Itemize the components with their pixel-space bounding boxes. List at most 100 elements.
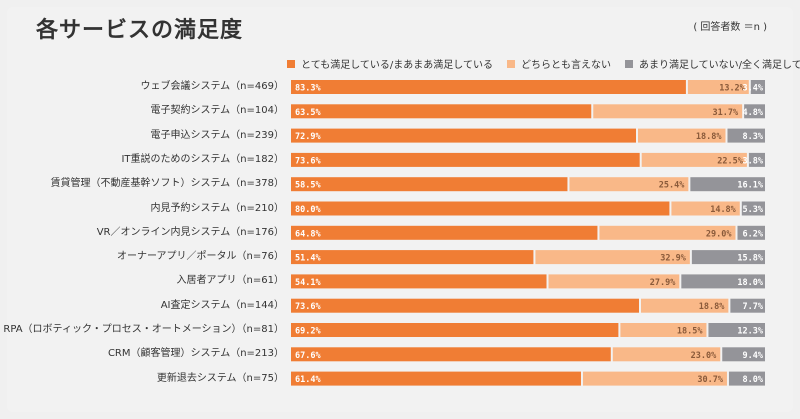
data-label-neutral: 18.5%: [677, 327, 703, 337]
bar-segment-satisfied: [291, 347, 611, 362]
legend-item-unsatisfied: あまり満足していない/全く満足していない: [624, 56, 800, 71]
data-label-satisfied: 72.9%: [295, 132, 321, 142]
bar-segment-unsatisfied: [750, 80, 765, 94]
category-label: オーナーアプリ／ポータル（n=76）: [116, 251, 284, 263]
category-label: RPA（ロボティック・プロセス・オートメーション）（n=81）: [3, 324, 284, 335]
category-label: 電子契約システム（n=104）: [150, 105, 284, 117]
data-label-unsatisfied: 15.8%: [737, 254, 763, 264]
legend-item-satisfied: とても満足している/まあまあ満足している: [287, 56, 493, 71]
bar-segment-neutral: [535, 250, 690, 265]
category-label: 入居者アプリ（n=61）: [176, 275, 284, 287]
category-label: IT重説のためのシステム（n=182）: [121, 153, 284, 165]
data-label-satisfied: 64.8%: [295, 229, 321, 239]
legend: とても満足している/まあまあ満足している どちらとも言えない あまり満足していな…: [287, 56, 800, 71]
data-label-satisfied: 80.0%: [295, 205, 321, 215]
bar-segment-neutral: [569, 177, 689, 192]
bar-segment-unsatisfied: [727, 128, 765, 143]
data-label-unsatisfied: 3.8%: [743, 156, 764, 166]
legend-label-unsatisfied: あまり満足していない/全く満足していない: [638, 60, 800, 71]
bar-segment-neutral: [612, 347, 721, 362]
bar-segment-neutral: [638, 128, 726, 143]
bar-segment-unsatisfied: [744, 104, 765, 119]
bar-segment-satisfied: [291, 323, 619, 337]
data-label-unsatisfied: 8.3%: [743, 132, 764, 142]
respondent-note: ( 回答者数 ＝n ): [693, 22, 767, 33]
data-label-unsatisfied: 8.0%: [743, 375, 764, 385]
data-label-satisfied: 69.2%: [295, 327, 321, 337]
bar-segment-satisfied: [291, 201, 670, 216]
category-label: VR／オンライン内見システム（n=176）: [96, 226, 284, 238]
data-label-neutral: 30.7%: [697, 375, 723, 385]
data-label-satisfied: 73.6%: [295, 302, 321, 312]
data-label-neutral: 13.2%: [719, 84, 745, 94]
legend-swatch-unsatisfied: [624, 59, 633, 68]
data-label-neutral: 23.0%: [691, 351, 717, 361]
legend-label-satisfied: とても満足している/まあまあ満足している: [301, 60, 493, 71]
bar-segment-satisfied: [291, 104, 592, 119]
bar-segment-unsatisfied: [730, 298, 765, 313]
data-label-satisfied: 51.4%: [295, 254, 321, 264]
legend-swatch-satisfied: [287, 59, 295, 68]
bar-segment-satisfied: [291, 371, 581, 386]
bar-segment-satisfied: [291, 128, 637, 143]
bar-segment-neutral: [548, 274, 680, 289]
bar-segment-unsatisfied: [748, 152, 765, 167]
bar-segment-neutral: [640, 298, 729, 313]
data-label-neutral: 18.8%: [699, 302, 725, 312]
bar-segment-satisfied: [291, 80, 686, 94]
bar-segment-satisfied: [291, 177, 568, 192]
data-label-neutral: 22.5%: [717, 156, 743, 166]
data-label-neutral: 18.8%: [696, 132, 722, 142]
bar-segment-neutral: [582, 371, 727, 386]
category-label: ウェブ会議システム（n=469）: [140, 81, 284, 92]
bar-segment-neutral: [620, 323, 707, 337]
data-label-unsatisfied: 7.7%: [743, 302, 764, 312]
category-label: 電子申込システム（n=239）: [150, 129, 284, 141]
legend-label-neutral: どちらとも言えない: [520, 60, 611, 71]
legend-item-neutral: どちらとも言えない: [506, 56, 611, 71]
bar-segment-neutral: [641, 152, 747, 167]
data-label-unsatisfied: 18.0%: [737, 278, 763, 288]
bar-segment-neutral: [599, 225, 736, 240]
bar-segment-unsatisfied: [741, 201, 765, 216]
bar-segment-unsatisfied: [691, 250, 765, 265]
data-label-neutral: 14.8%: [710, 205, 736, 215]
category-label: 内見予約システム（n=210）: [150, 202, 284, 214]
data-label-satisfied: 61.4%: [295, 375, 321, 385]
bar-segment-neutral: [671, 201, 740, 216]
bar-segment-satisfied: [291, 274, 547, 289]
bar-segment-neutral: [593, 104, 743, 119]
data-label-unsatisfied: 16.1%: [737, 181, 763, 191]
bar-segment-unsatisfied: [728, 371, 765, 386]
data-label-satisfied: 73.6%: [295, 156, 321, 166]
data-label-neutral: 29.0%: [706, 229, 732, 239]
data-label-unsatisfied: 9.4%: [743, 351, 764, 361]
bar-segment-unsatisfied: [737, 225, 765, 240]
bar-segment-neutral: [687, 80, 749, 94]
bar-segment-unsatisfied: [722, 347, 765, 362]
data-label-satisfied: 67.6%: [295, 351, 321, 361]
data-label-unsatisfied: 5.3%: [743, 205, 764, 215]
data-label-satisfied: 83.3%: [295, 84, 321, 94]
chart-title: 各サービスの満足度: [36, 18, 244, 43]
legend-swatch-neutral: [506, 59, 515, 68]
category-label: CRM（顧客管理）システム（n=213）: [107, 348, 284, 360]
data-label-satisfied: 54.1%: [295, 278, 321, 288]
bar-segment-unsatisfied: [681, 274, 765, 289]
bar-segment-satisfied: [291, 225, 598, 240]
bar-segment-satisfied: [291, 250, 534, 265]
data-label-unsatisfied: 3.4%: [743, 84, 764, 94]
category-label: 更新退去システム（n=75）: [156, 372, 284, 384]
data-label-neutral: 31.7%: [713, 108, 739, 118]
data-label-unsatisfied: 4.8%: [743, 108, 764, 118]
category-label: AI査定システム（n=144）: [160, 299, 284, 311]
bar-segment-unsatisfied: [690, 177, 765, 192]
bar-segment-satisfied: [291, 152, 640, 167]
data-label-unsatisfied: 6.2%: [743, 229, 764, 239]
data-label-neutral: 27.9%: [650, 278, 676, 288]
data-label-satisfied: 58.5%: [295, 181, 321, 191]
data-label-unsatisfied: 12.3%: [737, 327, 763, 337]
data-label-neutral: 32.9%: [660, 254, 686, 264]
bar-segment-unsatisfied: [708, 323, 765, 337]
